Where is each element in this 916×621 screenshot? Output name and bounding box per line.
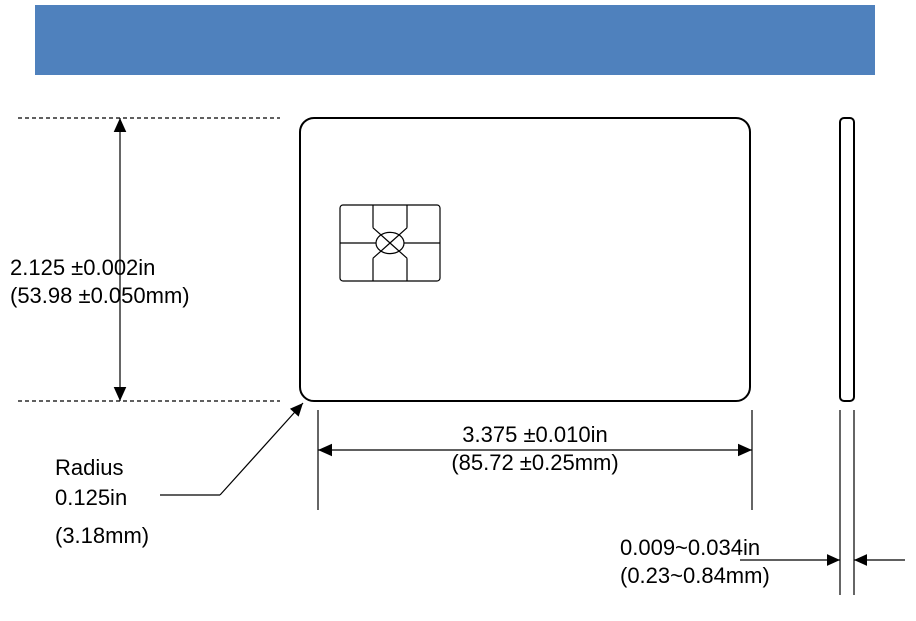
height-dim-mm: (53.98 ±0.050mm) — [10, 283, 190, 308]
card-outline — [300, 118, 750, 401]
diagram-stage: 2.125 ±0.002in (53.98 ±0.050mm) 3.375 ±0.0… — [0, 0, 916, 621]
thickness-dim-in: 0.009~0.034in — [620, 535, 760, 560]
header-bar — [35, 5, 875, 75]
width-dim-mm: (85.72 ±0.25mm) — [451, 450, 618, 475]
radius-dim-mm: (3.18mm) — [55, 523, 149, 548]
chip-icon — [340, 205, 440, 281]
radius-dim-label: Radius — [55, 455, 123, 480]
card-side-view — [840, 118, 854, 401]
card-dimension-diagram: 2.125 ±0.002in (53.98 ±0.050mm) 3.375 ±0.0… — [0, 0, 916, 621]
radius-dim-in: 0.125in — [55, 485, 127, 510]
width-dim-in: 3.375 ±0.010in — [462, 422, 607, 447]
height-dim-in: 2.125 ±0.002in — [10, 255, 155, 280]
thickness-dim-mm: (0.23~0.84mm) — [620, 563, 770, 588]
